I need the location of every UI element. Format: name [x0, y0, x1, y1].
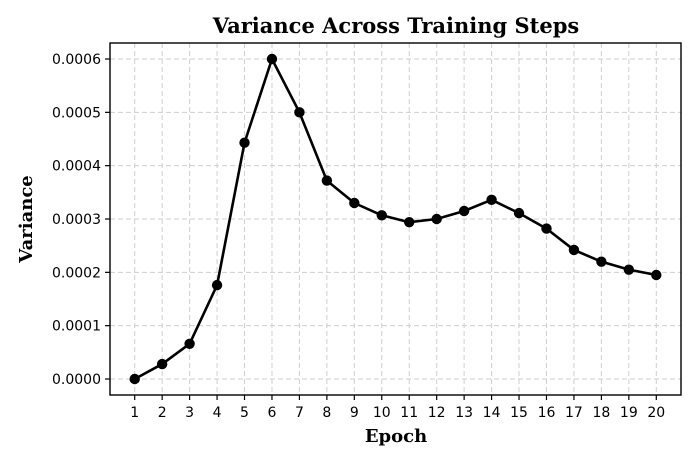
x-tick-label: 11: [400, 405, 418, 421]
axis-ticks: 1 2 3 4 5 6 7 8 9 10 11 12 13 14 15 16 17 18 19 200.00000.0…: [52, 52, 665, 421]
data-point-marker: [596, 256, 607, 267]
x-tick-label: 9: [350, 405, 359, 421]
chart-title: Variance Across Training Steps: [212, 13, 579, 38]
x-tick-label: 10: [373, 405, 391, 421]
data-point-marker: [294, 107, 305, 118]
data-point-marker: [651, 269, 662, 281]
x-tick-label: 7: [295, 405, 304, 421]
x-tick-label: 13: [455, 405, 473, 421]
x-tick-label: 17: [565, 405, 583, 421]
plot-frame: [109, 42, 682, 396]
x-tick-label: 15: [510, 405, 528, 421]
data-point-marker: [568, 244, 580, 256]
data-point-marker: [431, 213, 442, 225]
data-point-marker: [211, 279, 223, 291]
y-tick-label: 0.0006: [52, 52, 101, 68]
x-tick-label: 18: [592, 405, 610, 421]
x-tick-label: 5: [240, 405, 249, 421]
x-tick-label: 12: [428, 405, 446, 421]
data-point-marker: [349, 197, 360, 209]
data-point-marker: [404, 217, 415, 228]
y-tick-label: 0.0001: [52, 319, 101, 335]
x-tick-label: 20: [647, 405, 665, 421]
x-tick-label: 4: [213, 405, 222, 421]
data-point-marker: [541, 223, 552, 234]
y-axis-label: Variance: [16, 175, 37, 263]
data-point-marker: [376, 210, 387, 221]
x-tick-label: 8: [322, 405, 331, 421]
series: [129, 53, 662, 385]
grid: [110, 43, 681, 395]
data-point-marker: [239, 137, 250, 148]
x-tick-label: 19: [620, 405, 638, 421]
data-point-marker: [623, 264, 635, 275]
x-tick-label: 3: [185, 405, 194, 421]
data-point-marker: [513, 207, 525, 219]
y-tick-label: 0.0000: [52, 372, 101, 388]
data-point-marker: [486, 194, 497, 205]
x-tick-label: 14: [483, 405, 501, 421]
x-tick-label: 6: [268, 405, 277, 421]
x-tick-label: 1: [130, 405, 139, 421]
data-point-marker: [129, 373, 140, 385]
x-tick-label: 16: [538, 405, 556, 421]
data-point-marker: [184, 338, 195, 349]
series-line: [134, 57, 657, 381]
x-axis-label: Epoch: [365, 426, 427, 447]
y-tick-label: 0.0002: [52, 265, 101, 281]
y-tick-label: 0.0003: [52, 212, 101, 228]
data-point-marker: [266, 53, 278, 65]
x-tick-label: 2: [158, 405, 167, 421]
y-tick-label: 0.0004: [52, 159, 101, 175]
y-tick-label: 0.0005: [52, 105, 101, 121]
data-point-marker: [156, 358, 168, 370]
data-point-marker: [458, 205, 470, 217]
data-point-marker: [321, 175, 333, 186]
